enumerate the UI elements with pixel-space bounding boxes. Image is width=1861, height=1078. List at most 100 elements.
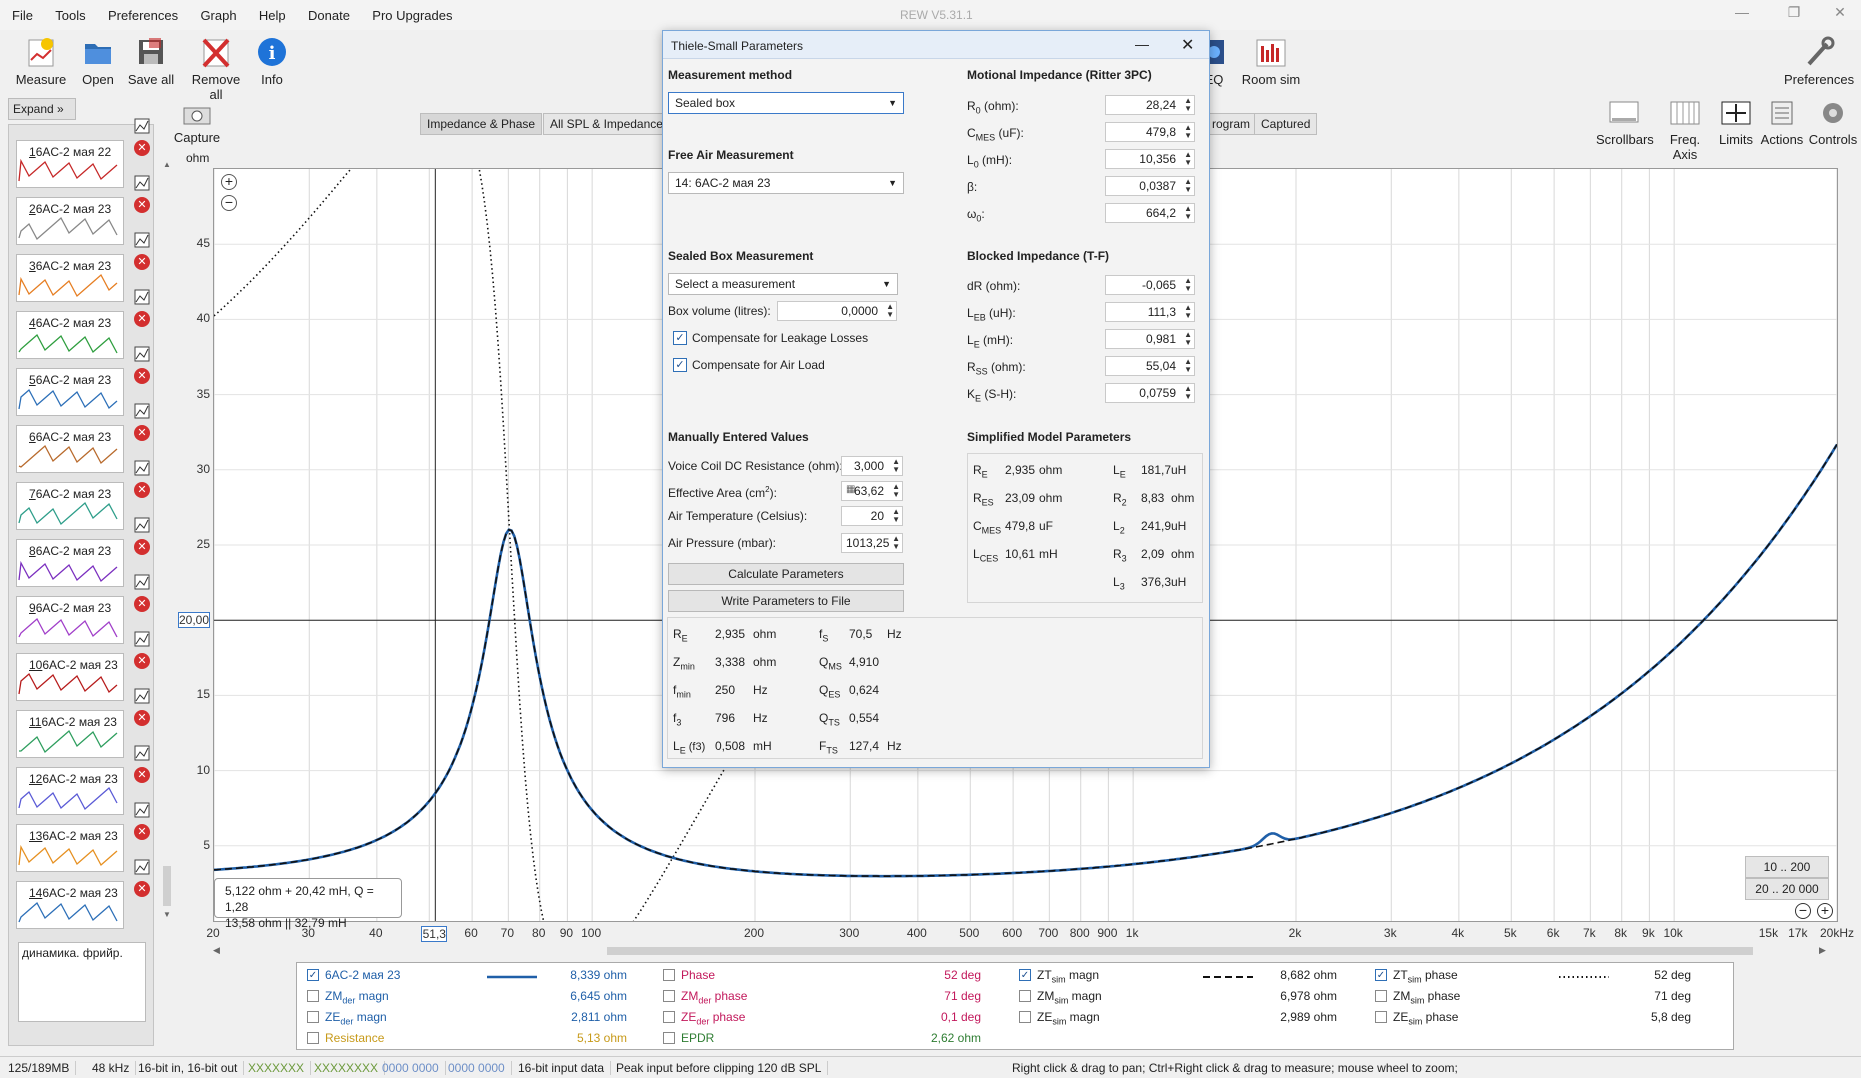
air-pressure-input[interactable]: 1013,25 ▲ ▼ bbox=[841, 533, 903, 553]
measurement-controls-icon[interactable] bbox=[134, 745, 150, 761]
legend-checkbox[interactable]: ✓ bbox=[1019, 969, 1031, 981]
air-temp-input[interactable]: 20 ▲ ▼ bbox=[841, 506, 903, 526]
spinner-icon[interactable]: ▲ ▼ bbox=[1184, 357, 1192, 374]
remove-measurement-icon[interactable]: ✕ bbox=[134, 311, 150, 327]
measurement-item[interactable]: 96AC-2 мая 23 ✕ bbox=[8, 574, 151, 646]
spinner-icon[interactable]: ▲ ▼ bbox=[1184, 384, 1192, 401]
measurement-item[interactable]: 76AC-2 мая 23 ✕ bbox=[8, 460, 151, 532]
save-all-button[interactable]: Save all bbox=[126, 36, 176, 87]
measurement-controls-icon[interactable] bbox=[134, 460, 150, 476]
legend-checkbox[interactable] bbox=[1019, 990, 1031, 1002]
dialog-close-icon[interactable]: ✕ bbox=[1181, 37, 1195, 54]
measurement-controls-icon[interactable] bbox=[134, 574, 150, 590]
menu-tools[interactable]: Tools bbox=[55, 8, 86, 23]
spinner-icon[interactable]: ▲ ▼ bbox=[1184, 123, 1192, 140]
measurement-thumbnail[interactable]: 86AC-2 мая 23 bbox=[16, 539, 124, 587]
expand-button[interactable]: Expand » bbox=[8, 98, 76, 120]
zoom-out-icon[interactable]: − bbox=[221, 195, 237, 211]
spinner-icon[interactable]: ▲ ▼ bbox=[892, 482, 900, 499]
freq-axis-button[interactable]: Freq. Axis bbox=[1658, 100, 1712, 162]
tab-captured[interactable]: Captured bbox=[1254, 113, 1318, 135]
parameter-input[interactable]: 0,0759 ▲ ▼ bbox=[1105, 383, 1195, 403]
legend-checkbox[interactable] bbox=[307, 1011, 319, 1023]
measurement-controls-icon[interactable] bbox=[134, 802, 150, 818]
box-volume-input[interactable]: 0,0000 ▲ ▼ bbox=[777, 301, 897, 321]
write-parameters-button[interactable]: Write Parameters to File bbox=[668, 590, 904, 612]
remove-measurement-icon[interactable]: ✕ bbox=[134, 881, 150, 897]
remove-measurement-icon[interactable]: ✕ bbox=[134, 425, 150, 441]
spinner-icon[interactable]: ▲ ▼ bbox=[1184, 303, 1192, 320]
remove-measurement-icon[interactable]: ✕ bbox=[134, 710, 150, 726]
voice-coil-input[interactable]: 3,000 ▲ ▼ bbox=[841, 456, 903, 476]
remove-measurement-icon[interactable]: ✕ bbox=[134, 368, 150, 384]
legend-checkbox[interactable] bbox=[663, 1011, 675, 1023]
measurement-item[interactable]: 126AC-2 мая 23 ✕ bbox=[8, 745, 151, 817]
menu-preferences[interactable]: Preferences bbox=[108, 8, 179, 23]
measurement-controls-icon[interactable] bbox=[134, 403, 150, 419]
measurement-thumbnail[interactable]: 146AC-2 мая 23 bbox=[16, 881, 124, 929]
measurement-thumbnail[interactable]: 76AC-2 мая 23 bbox=[16, 482, 124, 530]
legend-checkbox[interactable] bbox=[663, 1032, 675, 1044]
measurement-item[interactable]: 86AC-2 мая 23 ✕ bbox=[8, 517, 151, 589]
zoom-in-icon[interactable]: + bbox=[221, 174, 237, 190]
air-load-checkbox[interactable]: ✓ bbox=[673, 358, 687, 372]
measurement-item[interactable]: 26AC-2 мая 23 ✕ bbox=[8, 175, 151, 247]
preferences-button[interactable]: Preferences bbox=[1784, 36, 1854, 87]
measurement-item[interactable]: 46AC-2 мая 23 ✕ bbox=[8, 289, 151, 361]
free-air-select[interactable]: 14: 6AC-2 мая 23 ▼ bbox=[668, 172, 904, 194]
measurement-thumbnail[interactable]: 136AC-2 мая 23 bbox=[16, 824, 124, 872]
measurement-thumbnail[interactable]: 96AC-2 мая 23 bbox=[16, 596, 124, 644]
measurement-controls-icon[interactable] bbox=[134, 232, 150, 248]
method-select[interactable]: Sealed box ▼ bbox=[668, 92, 904, 114]
menu-file[interactable]: File bbox=[12, 8, 33, 23]
menu-pro-upgrades[interactable]: Pro Upgrades bbox=[372, 8, 453, 23]
close-icon[interactable]: ✕ bbox=[1834, 4, 1846, 20]
legend-checkbox[interactable] bbox=[663, 969, 675, 981]
legend-checkbox[interactable] bbox=[307, 1032, 319, 1044]
range-20-20000-button[interactable]: 20 .. 20 000 bbox=[1745, 878, 1829, 900]
calculate-parameters-button[interactable]: Calculate Parameters bbox=[668, 563, 904, 585]
tab-all-spl-impedance[interactable]: All SPL & Impedance bbox=[543, 113, 663, 135]
measurement-item[interactable]: 146AC-2 мая 23 ✕ bbox=[8, 859, 151, 931]
measurement-thumbnail[interactable]: 126AC-2 мая 23 bbox=[16, 767, 124, 815]
parameter-input[interactable]: 0,981 ▲ ▼ bbox=[1105, 329, 1195, 349]
parameter-input[interactable]: 0,0387 ▲ ▼ bbox=[1105, 176, 1195, 196]
spinner-icon[interactable]: ▲ ▼ bbox=[886, 302, 894, 319]
menu-help[interactable]: Help bbox=[258, 8, 286, 23]
remove-measurement-icon[interactable]: ✕ bbox=[134, 653, 150, 669]
measurement-thumbnail[interactable]: 36AC-2 мая 23 bbox=[16, 254, 124, 302]
measurement-controls-icon[interactable] bbox=[134, 118, 150, 134]
measurement-thumbnail[interactable]: 66AC-2 мая 23 bbox=[16, 425, 124, 473]
measurement-controls-icon[interactable] bbox=[134, 175, 150, 191]
measurement-item[interactable]: 116AC-2 мая 23 ✕ bbox=[8, 688, 151, 760]
scrollbars-button[interactable]: Scrollbars bbox=[1596, 100, 1654, 147]
measurement-controls-icon[interactable] bbox=[134, 289, 150, 305]
capture-button[interactable]: Capture bbox=[172, 102, 222, 145]
spinner-icon[interactable]: ▲ ▼ bbox=[892, 507, 900, 524]
maximize-icon[interactable]: ❐ bbox=[1787, 4, 1801, 20]
legend-checkbox[interactable] bbox=[1375, 990, 1387, 1002]
calculator-icon[interactable]: ▦ bbox=[846, 484, 856, 495]
measurement-item[interactable]: 56AC-2 мая 23 ✕ bbox=[8, 346, 151, 418]
measurement-thumbnail[interactable]: 26AC-2 мая 23 bbox=[16, 197, 124, 245]
room-sim-button[interactable]: Room sim bbox=[1238, 36, 1304, 87]
remove-measurement-icon[interactable]: ✕ bbox=[134, 539, 150, 555]
measurement-controls-icon[interactable] bbox=[134, 517, 150, 533]
remove-measurement-icon[interactable]: ✕ bbox=[134, 254, 150, 270]
legend-checkbox[interactable] bbox=[1019, 1011, 1031, 1023]
range-10-200-button[interactable]: 10 .. 200 bbox=[1745, 856, 1829, 878]
limits-button[interactable]: Limits bbox=[1718, 100, 1754, 147]
measurement-item[interactable]: 136AC-2 мая 23 ✕ bbox=[8, 802, 151, 874]
info-button[interactable]: i Info bbox=[254, 36, 290, 87]
minimize-icon[interactable]: — bbox=[1735, 4, 1749, 20]
measurement-controls-icon[interactable] bbox=[134, 631, 150, 647]
remove-all-button[interactable]: Remove all bbox=[184, 36, 248, 102]
legend-checkbox[interactable] bbox=[307, 990, 319, 1002]
remove-measurement-icon[interactable]: ✕ bbox=[134, 767, 150, 783]
spinner-icon[interactable]: ▲ ▼ bbox=[1184, 276, 1192, 293]
zoom-out-x-icon[interactable]: − bbox=[1795, 903, 1811, 919]
measurement-item[interactable]: 16AC-2 мая 22 ✕ bbox=[8, 118, 151, 190]
remove-measurement-icon[interactable]: ✕ bbox=[134, 482, 150, 498]
measurement-thumbnail[interactable]: 16AC-2 мая 22 bbox=[16, 140, 124, 188]
spinner-icon[interactable]: ▲ ▼ bbox=[1184, 150, 1192, 167]
